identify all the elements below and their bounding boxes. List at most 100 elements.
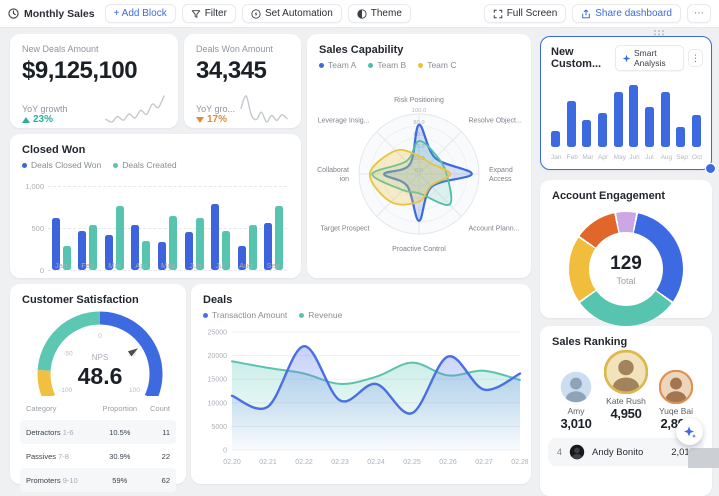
growth-delta: 17%: [196, 114, 235, 125]
bar[interactable]: [89, 224, 98, 270]
bar[interactable]: [629, 84, 639, 147]
bar[interactable]: [104, 234, 113, 270]
legend-dot: [319, 62, 324, 68]
table-header: Category Proportion Count: [20, 396, 176, 420]
legend-item[interactable]: Deals Created: [113, 160, 177, 170]
card-closed-won[interactable]: Closed Won Deals Closed Won Deals Created…: [10, 134, 301, 278]
y-tick: 1,000: [25, 182, 44, 191]
bar[interactable]: [168, 216, 177, 270]
growth-label: YoY gro...: [196, 104, 236, 114]
legend-item[interactable]: Team C: [418, 60, 456, 70]
bar-group: [131, 186, 151, 270]
podium-entry[interactable]: [659, 370, 693, 404]
donut-total-label: Total: [616, 275, 636, 286]
svg-text:60.0: 60.0: [413, 132, 424, 138]
legend-dot: [368, 62, 374, 68]
filter-button[interactable]: Filter: [181, 4, 236, 23]
legend-item[interactable]: Revenue: [299, 310, 342, 320]
bar[interactable]: [184, 232, 193, 270]
svg-text:-50: -50: [63, 351, 73, 358]
x-tick: Jul: [645, 154, 654, 161]
bar[interactable]: [142, 240, 151, 270]
theme-button[interactable]: Theme: [347, 4, 411, 23]
x-tick: Jul: [215, 261, 225, 270]
bar-group: [51, 186, 71, 270]
set-automation-button[interactable]: Set Automation: [241, 4, 342, 23]
podium-entry[interactable]: [604, 350, 648, 394]
drag-handle-icon[interactable]: [653, 29, 665, 36]
bar[interactable]: [51, 217, 60, 270]
legend-dot: [113, 162, 119, 168]
legend-item[interactable]: Transaction Amount: [203, 310, 287, 320]
bar[interactable]: [597, 113, 607, 147]
bar[interactable]: [582, 120, 592, 147]
svg-text:02.23: 02.23: [331, 459, 349, 466]
card-more-button[interactable]: ⋮: [688, 49, 703, 67]
legend-item[interactable]: Team B: [368, 60, 406, 70]
dashboard-title[interactable]: Monthly Sales: [8, 8, 95, 20]
x-tick: May: [160, 261, 176, 270]
share-icon: [581, 8, 591, 19]
avatar: [604, 350, 648, 394]
legend-item[interactable]: Team A: [319, 60, 356, 70]
svg-text:Leverage Insig...: Leverage Insig...: [318, 118, 370, 125]
legend-item[interactable]: Deals Closed Won: [22, 160, 101, 170]
card-new-customers[interactable]: New Custom... Smart Analysis ⋮ Jan Feb Mar…: [540, 30, 716, 174]
card-customer-satisfaction[interactable]: Customer Satisfaction -100-50050100NPS48…: [10, 284, 186, 492]
bar[interactable]: [211, 203, 220, 270]
bar-group: [184, 186, 204, 270]
bar[interactable]: [78, 231, 87, 270]
bar[interactable]: [660, 91, 670, 147]
x-tick: Aug: [660, 154, 673, 161]
bar[interactable]: [195, 217, 204, 270]
ranking-list-item[interactable]: 4 Andy Bonito 2,010: [548, 438, 704, 466]
table-row[interactable]: Passives 7-8 30.9% 22: [26, 451, 170, 461]
bar[interactable]: [131, 225, 140, 270]
svg-text:Target Prospect: Target Prospect: [320, 225, 369, 232]
podium-entry[interactable]: [559, 370, 593, 404]
bar[interactable]: [264, 222, 273, 270]
more-button[interactable]: ⋯: [687, 4, 711, 23]
x-tick: Feb: [81, 261, 95, 270]
kebab-icon: ⋮: [691, 52, 701, 63]
card-deals-won-amount[interactable]: Deals Won Amount 34,345 YoY gro... 17%: [184, 34, 301, 128]
sparkline-chart: [240, 95, 288, 123]
card-deals[interactable]: Deals Transaction Amount Revenue 25000 200…: [191, 284, 531, 484]
bar[interactable]: [613, 91, 623, 147]
svg-text:10000: 10000: [208, 400, 228, 407]
card-account-engagement[interactable]: Account Engagement 129 Total: [540, 180, 712, 326]
svg-text:80.0: 80.0: [413, 120, 424, 126]
podium-info: Kate Rush 4,950: [606, 396, 646, 421]
bar[interactable]: [691, 114, 701, 147]
resize-handle[interactable]: [705, 163, 716, 174]
table-row[interactable]: Promoters 9-10 59% 62: [20, 468, 176, 492]
bar[interactable]: [644, 106, 654, 147]
bar[interactable]: [62, 246, 71, 270]
bar[interactable]: [275, 206, 284, 270]
table-row[interactable]: Detractors 1-6 10.5% 11: [20, 420, 176, 444]
card-new-deals-amount[interactable]: New Deals Amount $9,125,100 YoY growth 2…: [10, 34, 178, 128]
svg-text:02.20: 02.20: [223, 459, 241, 466]
card-sales-capability[interactable]: Sales Capability Team A Team B Team C 100.…: [307, 34, 531, 278]
x-tick: Apr: [135, 261, 147, 270]
bar[interactable]: [551, 130, 560, 147]
bar[interactable]: [157, 242, 166, 270]
ai-assistant-button[interactable]: [676, 418, 703, 445]
bar[interactable]: [676, 127, 686, 147]
bar-group: [211, 186, 231, 270]
bar[interactable]: [248, 225, 257, 270]
bar[interactable]: [115, 206, 124, 270]
full-screen-button[interactable]: Full Screen: [483, 4, 567, 23]
smart-analysis-button[interactable]: Smart Analysis: [615, 45, 685, 71]
x-tick: Mar: [108, 261, 122, 270]
radar-chart: 100.0 80.0 60.0 40.0 20.0 0.0 Risk Positioning…: [317, 97, 522, 253]
add-block-button[interactable]: + Add Block: [104, 4, 176, 23]
avatar: [569, 444, 585, 460]
bar[interactable]: [237, 246, 246, 270]
card-sales-ranking[interactable]: Sales Ranking Amy 3,010 Kate Rush 4,950 Yu…: [540, 326, 712, 496]
bar[interactable]: [222, 231, 231, 270]
rank-number: 4: [557, 447, 563, 457]
share-dashboard-button[interactable]: Share dashboard: [572, 4, 681, 23]
bar[interactable]: [566, 100, 576, 147]
